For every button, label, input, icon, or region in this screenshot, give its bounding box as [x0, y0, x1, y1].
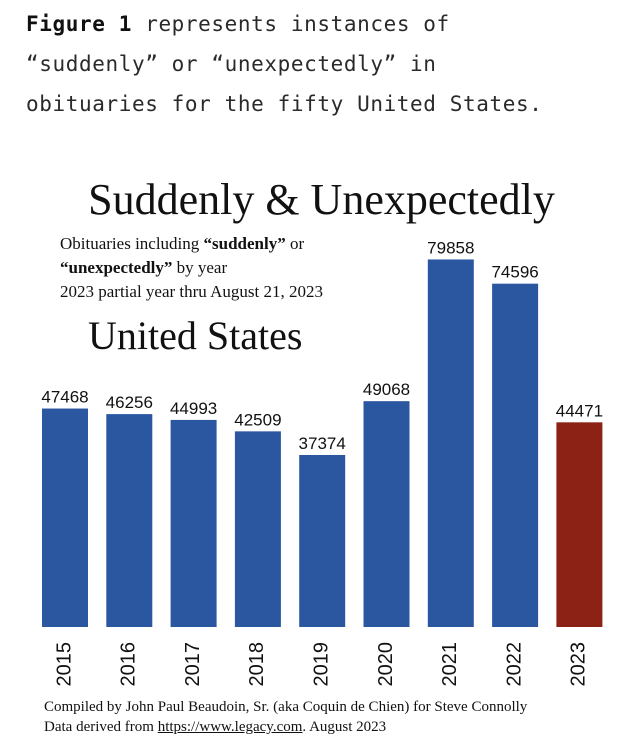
subtitle-part-d: “unexpectedly”	[60, 258, 173, 277]
x-tick-2021: 2021	[439, 642, 461, 687]
value-label-2015: 47468	[41, 388, 88, 407]
value-label-2016: 46256	[106, 393, 153, 412]
value-label-2021: 79858	[427, 238, 474, 257]
x-tick-2016: 2016	[118, 642, 140, 687]
intro-line-3: obituaries for the fifty United States.	[26, 92, 543, 116]
bar-2022	[492, 283, 539, 627]
figure-label: Figure 1	[26, 12, 132, 36]
subtitle-part-a: Obituaries including	[60, 234, 204, 253]
subtitle-line-2: “unexpectedly” by year	[60, 256, 400, 280]
bar-2021	[427, 259, 474, 627]
subtitle-part-b: “suddenly”	[203, 234, 286, 253]
region-label: United States	[88, 313, 303, 358]
value-label-2017: 44993	[170, 399, 217, 418]
chart-subtitle: Obituaries including “suddenly” or “unex…	[60, 232, 400, 304]
bar-2023	[556, 422, 603, 627]
subtitle-part-e: by year	[172, 258, 228, 277]
intro-line-1: Figure 1 represents instances of	[26, 4, 636, 44]
x-tick-2019: 2019	[310, 642, 332, 687]
value-label-2022: 74596	[491, 263, 538, 282]
footer-source-prefix: Data derived from	[44, 719, 158, 735]
intro-line-2: “suddenly” or “unexpectedly” in	[26, 52, 437, 76]
intro-line-1-text: represents instances of	[131, 12, 450, 36]
chart-title: Suddenly & Unexpectedly	[88, 175, 555, 224]
bar-2020	[363, 401, 410, 627]
bar-2018	[234, 431, 281, 627]
bar-2015	[42, 408, 88, 627]
footer-credit: Compiled by John Paul Beaudoin, Sr. (aka…	[44, 699, 528, 715]
subtitle-part-c: or	[285, 234, 305, 253]
subtitle-line-3: 2023 partial year thru August 21, 2023	[60, 282, 323, 301]
footer-source-link[interactable]: https://www.legacy.com	[157, 719, 303, 735]
chart-footer: Compiled by John Paul Beaudoin, Sr. (aka…	[44, 697, 634, 737]
x-tick-2015: 2015	[53, 642, 75, 687]
footer-source-suffix: . August 2023	[302, 719, 387, 735]
value-label-2018: 42509	[234, 410, 281, 429]
bar-2019	[299, 454, 346, 627]
bar-2017	[170, 419, 217, 627]
x-tick-2022: 2022	[503, 642, 525, 687]
subtitle-line-1: Obituaries including “suddenly” or	[60, 232, 400, 256]
x-tick-2017: 2017	[182, 642, 204, 687]
value-label-2020: 49068	[363, 380, 410, 399]
value-label-2023: 44471	[556, 401, 603, 420]
intro-paragraph: Figure 1 represents instances of “sudden…	[26, 4, 636, 124]
bar-2016	[106, 414, 153, 627]
x-tick-2018: 2018	[246, 642, 268, 687]
x-tick-2023: 2023	[568, 642, 590, 687]
value-label-2019: 37374	[299, 434, 346, 453]
footer-source: Data derived from https://www.legacy.com…	[44, 717, 634, 737]
x-tick-2020: 2020	[375, 642, 397, 687]
